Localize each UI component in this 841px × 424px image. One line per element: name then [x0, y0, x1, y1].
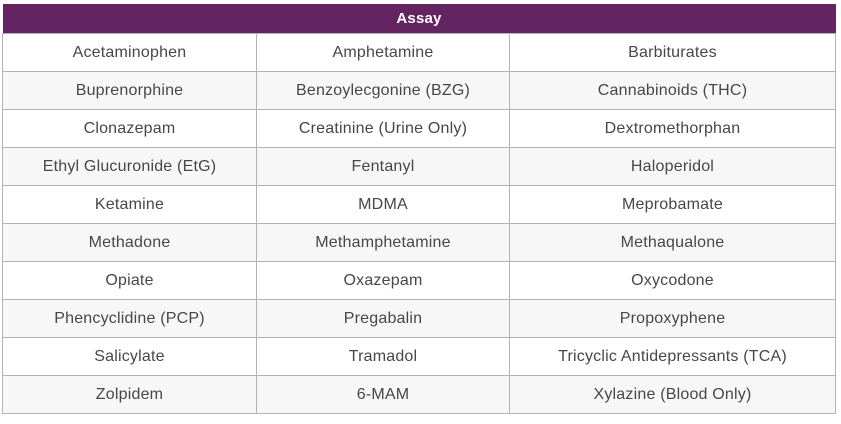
table-row: Zolpidem 6-MAM Xylazine (Blood Only) — [2, 375, 836, 414]
assay-cell: Methadone — [2, 223, 257, 262]
table-row: Acetaminophen Amphetamine Barbiturates — [2, 33, 836, 72]
assay-cell: Amphetamine — [256, 33, 510, 72]
assay-cell: 6-MAM — [256, 375, 510, 414]
assay-cell: Zolpidem — [2, 375, 257, 414]
assay-cell: Oxazepam — [256, 261, 510, 300]
assay-cell: Ketamine — [2, 185, 257, 224]
assay-cell: Barbiturates — [509, 33, 836, 72]
table-row: Clonazepam Creatinine (Urine Only) Dextrom… — [2, 109, 836, 148]
assay-cell: Opiate — [2, 261, 257, 300]
assay-cell: Cannabinoids (THC) — [509, 71, 836, 110]
assay-cell: Methaqualone — [509, 223, 836, 262]
assay-cell: Xylazine (Blood Only) — [509, 375, 836, 414]
assay-cell: Creatinine (Urine Only) — [256, 109, 510, 148]
assay-cell: Acetaminophen — [2, 33, 257, 72]
table-row: Phencyclidine (PCP) Pregabalin Propoxyphen… — [2, 299, 836, 338]
table-title: Assay — [2, 4, 836, 34]
assay-cell: Pregabalin — [256, 299, 510, 338]
assay-cell: Haloperidol — [509, 147, 836, 186]
table-row: Ethyl Glucuronide (EtG) Fentanyl Haloperid… — [2, 147, 836, 186]
assay-cell: Fentanyl — [256, 147, 510, 186]
assay-cell: Clonazepam — [2, 109, 257, 148]
assay-cell: Ethyl Glucuronide (EtG) — [2, 147, 257, 186]
table-row: Salicylate Tramadol Tricyclic Antidepressa… — [2, 337, 836, 376]
assay-cell: Buprenorphine — [2, 71, 257, 110]
assay-cell: Salicylate — [2, 337, 257, 376]
assay-cell: Oxycodone — [509, 261, 836, 300]
assay-cell: Tricyclic Antidepressants (TCA) — [509, 337, 836, 376]
table-row: Opiate Oxazepam Oxycodone — [2, 261, 836, 300]
assay-cell: Benzoylecgonine (BZG) — [256, 71, 510, 110]
assay-cell: Methamphetamine — [256, 223, 510, 262]
assay-cell: Dextromethorphan — [509, 109, 836, 148]
table-row: Ketamine MDMA Meprobamate — [2, 185, 836, 224]
header-row: Assay — [2, 4, 836, 34]
assay-table-header: Assay — [2, 4, 836, 34]
assay-cell: Phencyclidine (PCP) — [2, 299, 257, 338]
table-row: Methadone Methamphetamine Methaqualone — [2, 223, 836, 262]
table-row: Buprenorphine Benzoylecgonine (BZG) Cannab… — [2, 71, 836, 110]
assay-cell: Meprobamate — [509, 185, 836, 224]
assay-cell: Propoxyphene — [509, 299, 836, 338]
assay-table: Assay Acetaminophen Amphetamine Barbiturat… — [2, 4, 836, 414]
assay-table-body: Acetaminophen Amphetamine Barbiturates Bupr… — [2, 33, 836, 414]
assay-cell: Tramadol — [256, 337, 510, 376]
assay-cell: MDMA — [256, 185, 510, 224]
